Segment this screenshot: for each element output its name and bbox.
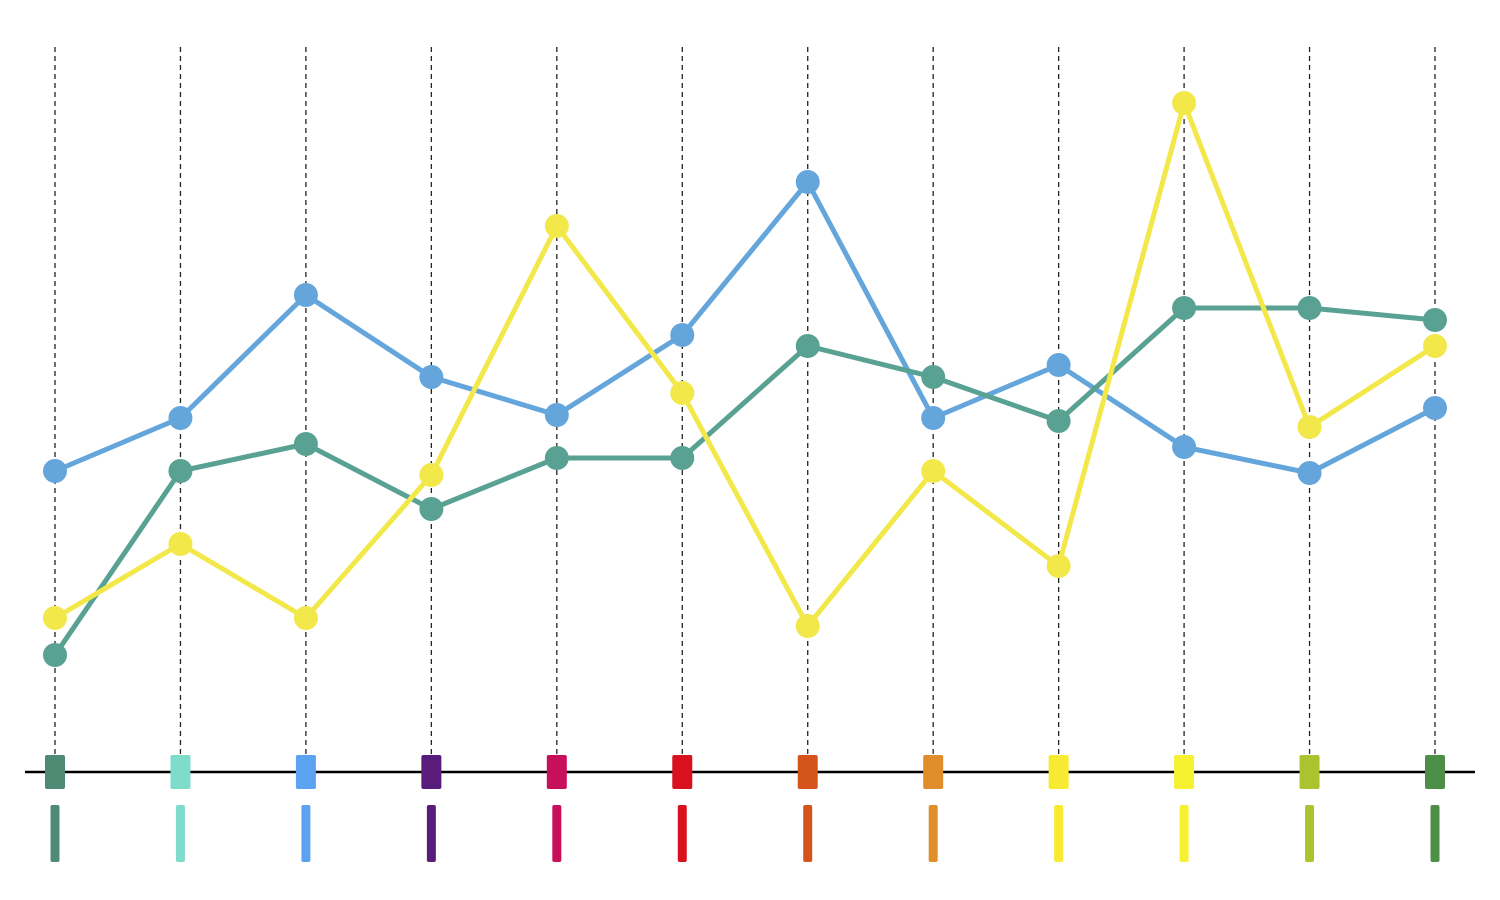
series-line [54, 179, 1437, 476]
point [43, 643, 67, 667]
point [670, 381, 695, 405]
point [921, 459, 946, 483]
point [293, 432, 318, 456]
point [795, 334, 820, 358]
category-bar [175, 805, 185, 862]
point [168, 406, 193, 430]
series-line [53, 100, 1437, 629]
point [419, 463, 444, 487]
point [670, 323, 695, 347]
point [419, 365, 444, 389]
point [1172, 435, 1197, 459]
point [1297, 296, 1322, 320]
point [544, 446, 569, 470]
point [544, 214, 569, 238]
point [293, 606, 318, 630]
point [168, 459, 193, 483]
point [1172, 91, 1197, 115]
point [921, 365, 946, 389]
point [1172, 296, 1197, 320]
point [1297, 461, 1322, 485]
category-marker [170, 755, 191, 789]
category-marker [1425, 755, 1445, 789]
point [168, 532, 193, 556]
category-marker [1299, 755, 1320, 789]
point [795, 170, 820, 194]
point [1046, 554, 1071, 578]
category-marker [421, 755, 442, 789]
point [43, 606, 67, 630]
category-bar [677, 805, 687, 862]
point [1297, 415, 1322, 439]
point [670, 446, 695, 470]
point [1423, 396, 1447, 420]
category-bar [928, 805, 938, 862]
category-marker [797, 755, 818, 789]
category-bar [426, 805, 436, 862]
category-bar [1430, 805, 1440, 862]
point [795, 614, 820, 638]
category-marker [546, 755, 567, 789]
category-bar [552, 805, 562, 862]
point [293, 283, 318, 307]
category-marker [45, 755, 65, 789]
point [419, 497, 444, 521]
point [921, 406, 946, 430]
point [43, 459, 67, 483]
category-marker [295, 755, 316, 789]
category-marker [672, 755, 693, 789]
category-marker [923, 755, 944, 789]
category-marker [1048, 755, 1069, 789]
category-bar [301, 805, 311, 862]
point [1423, 308, 1447, 332]
category-bar [1179, 805, 1189, 862]
category-bar [1054, 805, 1064, 862]
category-marker [1174, 755, 1195, 789]
point [1046, 409, 1071, 433]
point [1423, 334, 1447, 358]
category-bar [803, 805, 813, 862]
series-line [52, 305, 1436, 657]
category-bar [1305, 805, 1315, 862]
point [544, 403, 569, 427]
category-bar [50, 805, 60, 862]
point [1046, 353, 1071, 377]
